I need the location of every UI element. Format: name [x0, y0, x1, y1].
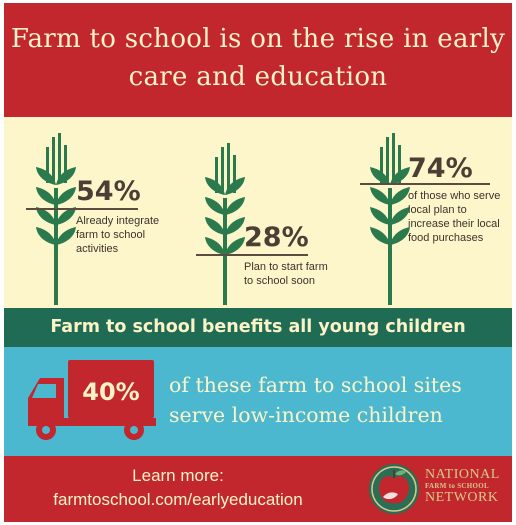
truck-statement-line-2: serve low-income children: [169, 403, 443, 427]
stats-band: [4, 117, 512, 308]
logo-line-3: NETWORK: [425, 490, 499, 505]
stat-2-rule: [196, 254, 308, 256]
title-line-2: care and education: [128, 62, 388, 92]
stat-2-line-2: to school soon: [244, 275, 315, 287]
stat-3-line-4: food purchases: [408, 232, 484, 244]
stat-2-value: 28%: [244, 222, 309, 253]
stat-3-rule: [360, 183, 490, 185]
title-band: Farm to school is on the rise in early c…: [4, 3, 512, 117]
truck-statement: of these farm to school sites serve low-…: [169, 370, 509, 430]
learn-more-link[interactable]: farmtoschool.com/earlyeducation: [53, 490, 303, 509]
learn-more: Learn more: farmtoschool.com/earlyeducat…: [4, 464, 352, 512]
apple-logo-icon: [369, 464, 419, 514]
stat-3-line-1: of those who serve: [408, 190, 501, 202]
title-line-1: Farm to school is on the rise in early: [10, 24, 506, 54]
stat-1-value: 54%: [76, 176, 141, 207]
learn-more-label: Learn more:: [132, 466, 224, 485]
wheat-icon: [205, 143, 245, 305]
stat-1-line-2: farm to school: [76, 229, 146, 241]
infographic-frame: Farm to school is on the rise in early c…: [4, 3, 512, 522]
benefits-banner: Farm to school benefits all young childr…: [50, 317, 466, 337]
stat-1-rule: [26, 208, 138, 210]
logo-text: NATIONAL FARM to SCHOOL NETWORK: [425, 467, 512, 505]
truck-icon: 40%: [28, 360, 156, 440]
wheat-icon: [36, 133, 76, 305]
stat-1-description: Already integrate farm to school activit…: [76, 214, 176, 256]
stat-2-line-1: Plan to start farm: [244, 261, 328, 273]
stat-1-line-3: activities: [76, 243, 119, 255]
stat-2-description: Plan to start farm to school soon: [244, 260, 344, 288]
stat-3-line-2: local plan to: [408, 204, 467, 216]
footer-band: [4, 456, 512, 522]
truck-stat: 40%: [82, 378, 139, 406]
benefits-band: Farm to school benefits all young childr…: [4, 308, 512, 347]
logo-line-1: NATIONAL: [425, 467, 500, 482]
stat-3-line-3: increase their local: [408, 218, 500, 230]
stat-3-value: 74%: [408, 153, 473, 184]
stat-1-line-1: Already integrate: [76, 215, 160, 227]
page-title: Farm to school is on the rise in early c…: [4, 20, 512, 96]
stat-3-description: of those who serve local plan to increas…: [408, 189, 512, 245]
wheat-icon: [370, 133, 410, 305]
truck-statement-line-1: of these farm to school sites: [169, 373, 462, 397]
logo-line-2: FARM to SCHOOL: [425, 482, 489, 490]
